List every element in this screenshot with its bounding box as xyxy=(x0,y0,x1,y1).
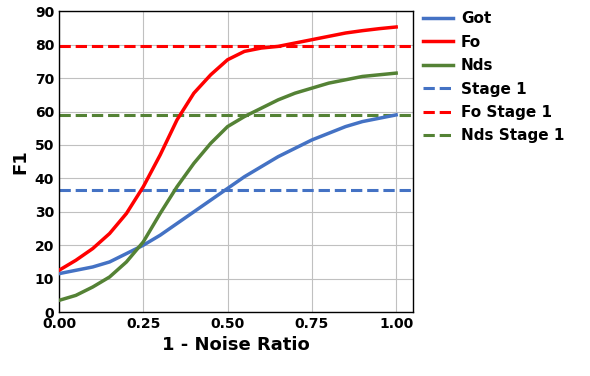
Legend: Got, Fo, Nds, Stage 1, Fo Stage 1, Nds Stage 1: Got, Fo, Nds, Stage 1, Fo Stage 1, Nds S… xyxy=(417,5,571,150)
X-axis label: 1 - Noise Ratio: 1 - Noise Ratio xyxy=(162,337,310,355)
Y-axis label: F1: F1 xyxy=(11,149,30,174)
